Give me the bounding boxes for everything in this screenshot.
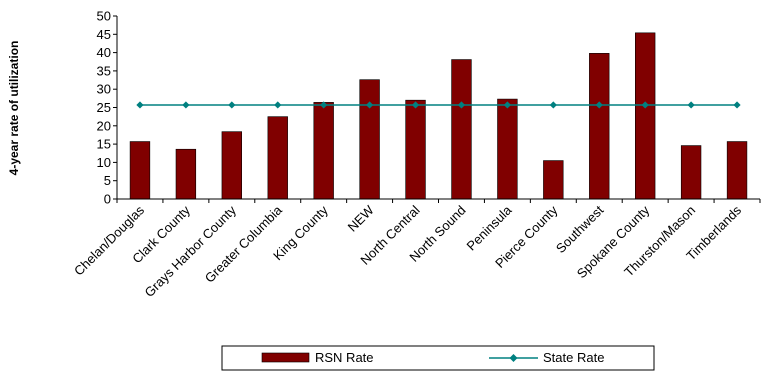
state-rate-point-north-sound (457, 101, 466, 109)
state-rate-point-grays-harbor-county (228, 101, 236, 109)
state-rate-point-peninsula (503, 101, 511, 109)
state-rate-point-king-county (320, 101, 328, 109)
legend-marker-state-rate (509, 354, 518, 362)
state-rate-point-clark-county (182, 101, 190, 109)
state-rate-point-thurston-mason (687, 101, 695, 109)
y-tick-label: 15 (97, 137, 111, 152)
bar-pierce-county (543, 160, 564, 200)
y-tick-label: 40 (97, 45, 111, 60)
legend-label-rsn-rate: RSN Rate (315, 350, 374, 365)
bar-new (359, 79, 380, 200)
y-tick-label: 35 (97, 63, 111, 78)
state-rate-point-greater-columbia (274, 101, 282, 109)
legend-label-state-rate: State Rate (543, 350, 604, 365)
bar-chelan-douglas (129, 141, 151, 200)
y-axis-title: 4-year rate of utilization (7, 41, 21, 176)
state-rate-point-southwest (595, 101, 603, 109)
bar-southwest (589, 53, 610, 200)
state-rate-point-new (366, 101, 374, 109)
y-tick-label: 30 (97, 82, 111, 97)
bar-spokane-county (635, 32, 656, 200)
y-tick-label: 20 (97, 118, 111, 133)
y-tick-label: 5 (104, 173, 111, 188)
state-rate-point-timberlands (733, 101, 741, 109)
bar-north-central (405, 99, 426, 200)
x-tick-label-new: NEW (345, 202, 378, 235)
x-tick-label-chelan-douglas: Chelan/Douglas (71, 202, 147, 278)
bar-timberlands (726, 141, 748, 200)
bar-peninsula (497, 98, 518, 200)
bar-grays-harbor-county (221, 131, 242, 200)
state-rate-point-chelan-douglas (136, 101, 144, 109)
y-tick-label: 50 (97, 9, 111, 24)
y-tick-label: 0 (104, 192, 111, 207)
y-tick-label: 10 (97, 155, 111, 170)
legend-swatch-rsn-rate (261, 352, 310, 363)
bar-north-sound (451, 59, 472, 200)
y-tick-label: 45 (97, 27, 111, 42)
state-rate-point-north-central (411, 101, 420, 109)
legend: RSN Rate State Rate (221, 345, 655, 371)
state-rate-point-spokane-county (641, 101, 649, 109)
bar-thurston-mason (680, 145, 702, 200)
state-rate-point-pierce-county (549, 101, 557, 109)
y-tick-label: 25 (97, 100, 111, 115)
bar-clark-county (175, 148, 197, 200)
bar-greater-columbia (267, 116, 288, 200)
x-tick-label-greater-columbia: Greater Columbia (202, 202, 286, 286)
bar-king-county (313, 102, 334, 200)
